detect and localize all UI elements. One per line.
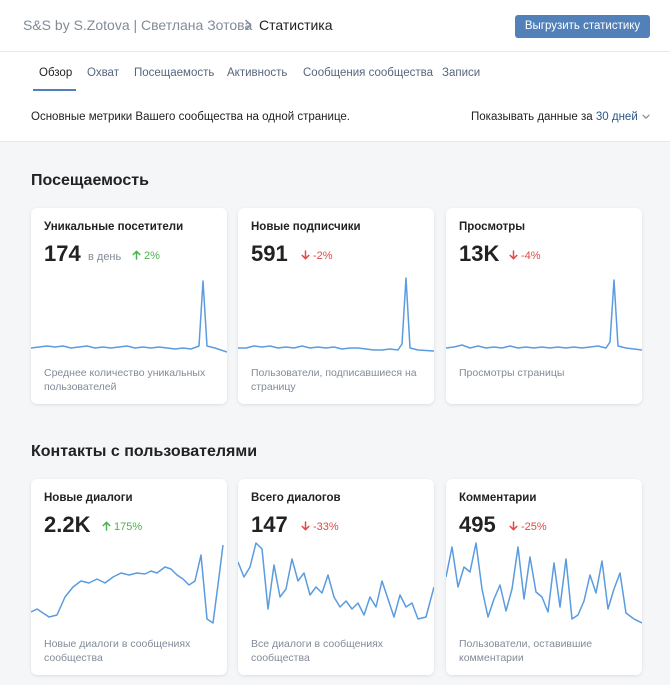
page-description: Основные метрики Вашего сообщества на од… xyxy=(31,111,351,123)
card-value: 2.2K xyxy=(44,512,91,537)
card-value: 174 xyxy=(44,241,81,266)
card-caption: Среднее количество уникальных пользовате… xyxy=(44,367,206,393)
card-title: Комментарии xyxy=(459,492,537,504)
sparkline-chart xyxy=(238,537,434,629)
period-label: Показывать данные за xyxy=(471,111,593,123)
section-title-user-contacts: Контакты с пользователями xyxy=(31,443,258,460)
delta-badge: 2% xyxy=(132,250,160,262)
card-title: Уникальные посетители xyxy=(44,221,184,233)
card-caption: Новые диалоги в сообщениях сообщества xyxy=(44,638,191,664)
card-value: 147 xyxy=(251,512,288,537)
card-title: Всего диалогов xyxy=(251,492,341,504)
chevron-right-icon xyxy=(240,17,256,33)
card-caption: Пользователи, подписавшиеся на страницу xyxy=(251,367,417,393)
description-bar: Основные метрики Вашего сообщества на од… xyxy=(0,92,670,142)
sparkline-chart xyxy=(446,266,642,358)
delta-badge: -33% xyxy=(301,521,339,533)
metric-card-comments[interactable]: Комментарии 495 -25% Пользователи, остав… xyxy=(446,479,642,675)
arrow-down-icon xyxy=(509,521,518,531)
card-value: 13K xyxy=(459,241,500,266)
arrow-down-icon xyxy=(301,521,310,531)
page-title: Статистика xyxy=(259,17,333,33)
tab-reach[interactable]: Охват xyxy=(87,67,119,79)
chevron-down-icon[interactable] xyxy=(642,114,650,120)
metric-card-views[interactable]: Просмотры 13K -4% Просмотры страницы xyxy=(446,208,642,404)
page-header: S&S by S.Zotova | Светлана Зотова Статис… xyxy=(0,0,670,52)
card-value: 495 xyxy=(459,512,496,537)
card-caption: Пользователи, оставившие комментарии xyxy=(459,638,593,664)
period-selector[interactable]: Показывать данные за 30 дней xyxy=(471,111,650,123)
delta-badge: -4% xyxy=(509,250,541,262)
card-title: Новые диалоги xyxy=(44,492,133,504)
statistics-content: Посещаемость Уникальные посетители 174 в… xyxy=(0,142,670,685)
active-tab-indicator xyxy=(33,89,76,91)
card-caption: Просмотры страницы xyxy=(459,367,565,379)
arrow-up-icon xyxy=(132,250,141,260)
metric-card-total-dialogs[interactable]: Всего диалогов 147 -33% Все диалоги в со… xyxy=(238,479,434,675)
arrow-up-icon xyxy=(102,521,111,531)
delta-badge: -25% xyxy=(509,521,547,533)
metric-card-unique-visitors[interactable]: Уникальные посетители 174 в день 2% Сред… xyxy=(31,208,227,404)
arrow-down-icon xyxy=(301,250,310,260)
card-title: Просмотры xyxy=(459,221,526,233)
delta-badge: -2% xyxy=(301,250,333,262)
tab-posts[interactable]: Записи xyxy=(442,67,481,79)
sparkline-chart xyxy=(31,266,227,358)
tab-attendance[interactable]: Посещаемость xyxy=(134,67,215,79)
metric-card-new-subscribers[interactable]: Новые подписчики 591 -2% Пользователи, п… xyxy=(238,208,434,404)
sparkline-chart xyxy=(446,537,642,629)
export-statistics-button[interactable]: Выгрузить статистику xyxy=(515,15,650,38)
sparkline-chart xyxy=(238,266,434,358)
tabs-bar: Обзор Охват Посещаемость Активность Сооб… xyxy=(0,52,670,92)
tab-activity[interactable]: Активность xyxy=(227,67,288,79)
card-value: 591 xyxy=(251,241,288,266)
card-unit: в день xyxy=(88,251,122,263)
section-title-attendance: Посещаемость xyxy=(31,172,149,189)
breadcrumb-community[interactable]: S&S by S.Zotova | Светлана Зотова xyxy=(23,17,253,33)
card-title: Новые подписчики xyxy=(251,221,361,233)
sparkline-chart xyxy=(31,537,227,629)
tab-community-messages[interactable]: Сообщения сообщества xyxy=(303,67,433,79)
card-caption: Все диалоги в сообщениях сообщества xyxy=(251,638,384,664)
delta-badge: 175% xyxy=(102,521,142,533)
tab-overview[interactable]: Обзор xyxy=(39,67,73,79)
arrow-down-icon xyxy=(509,250,518,260)
metric-card-new-dialogs[interactable]: Новые диалоги 2.2K 175% Новые диалоги в … xyxy=(31,479,227,675)
period-value[interactable]: 30 дней xyxy=(595,111,638,123)
